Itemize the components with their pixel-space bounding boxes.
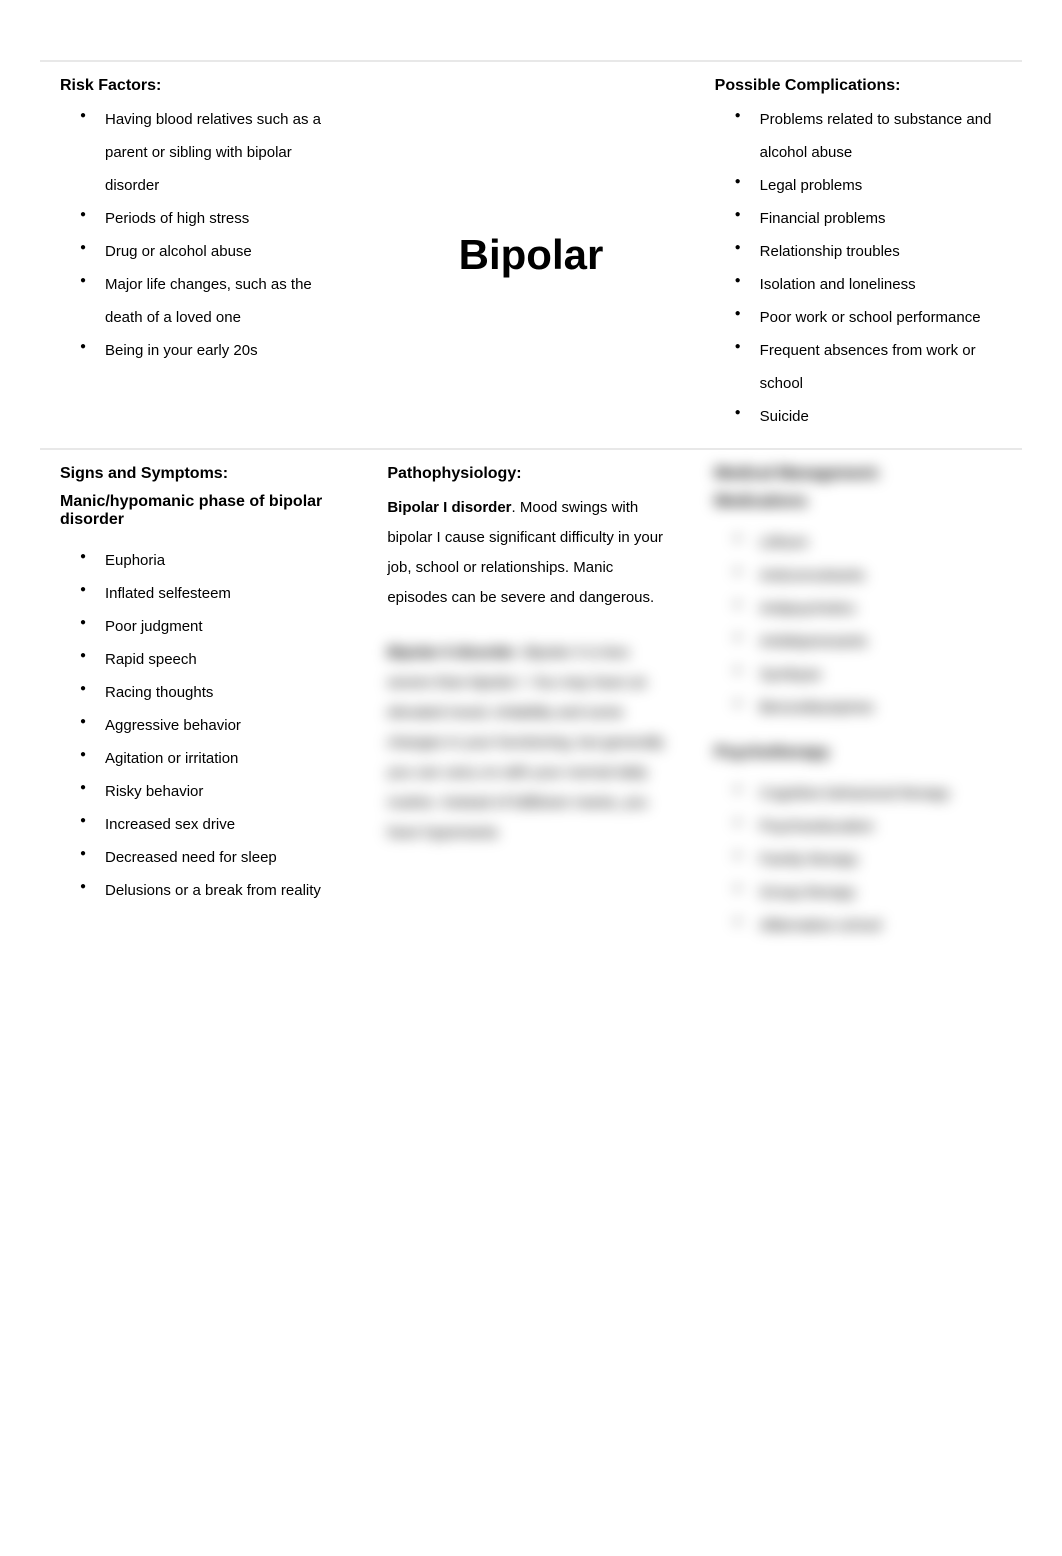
risk-factors-title: Risk Factors: bbox=[60, 77, 347, 95]
list-item: Legal problems bbox=[745, 169, 1002, 202]
list-item: Racing thoughts bbox=[90, 676, 347, 709]
complications-list: Problems related to substance and alcoho… bbox=[715, 103, 1002, 433]
list-item: Agitation or irritation bbox=[90, 742, 347, 775]
list-item: Increased sex drive bbox=[90, 808, 347, 841]
list-item: Frequent absences from work or school bbox=[745, 334, 1002, 400]
main-title: Bipolar bbox=[459, 231, 604, 279]
list-item: Anticonvulsants bbox=[745, 559, 1002, 592]
signs-symptoms-subtitle: Manic/hypomanic phase of bipolar disorde… bbox=[60, 493, 347, 529]
patho-blurred-bold: Bipolar II disorder bbox=[387, 644, 515, 661]
list-item: Periods of high stress bbox=[90, 202, 347, 235]
list-item: Being in your early 20s bbox=[90, 334, 347, 367]
patho-bold-lead: Bipolar I disorder bbox=[387, 499, 511, 516]
patho-blurred-text: . Bipolar II is less severe than bipolar… bbox=[387, 644, 664, 841]
list-item: Group therapy bbox=[745, 876, 1002, 909]
signs-symptoms-title: Signs and Symptoms: bbox=[60, 465, 347, 483]
pathophysiology-blurred: Bipolar II disorder. Bipolar II is less … bbox=[387, 638, 674, 848]
list-item: Problems related to substance and alcoho… bbox=[745, 103, 1002, 169]
list-item: Family therapy bbox=[745, 843, 1002, 876]
list-item: Inflated selfesteem bbox=[90, 577, 347, 610]
list-item: Antidepressants bbox=[745, 625, 1002, 658]
list-item: Antipsychotics bbox=[745, 592, 1002, 625]
list-item: Allternative school bbox=[745, 909, 1002, 942]
list-item: Cognitive behavioral therapy bbox=[745, 777, 1002, 810]
management-list2: Cognitive behavioral therapy Psychoeduca… bbox=[715, 777, 1002, 942]
list-item: Suicide bbox=[745, 400, 1002, 433]
list-item: Decreased need for sleep bbox=[90, 841, 347, 874]
list-item: Rapid speech bbox=[90, 643, 347, 676]
list-item: Lithium bbox=[745, 526, 1002, 559]
management-cell: Medical Management: Medications Lithium … bbox=[695, 448, 1022, 957]
list-item: Psychoeducation bbox=[745, 810, 1002, 843]
pathophysiology-cell: Pathophysiology: Bipolar I disorder. Moo… bbox=[367, 448, 694, 957]
list-item: Poor work or school performance bbox=[745, 301, 1002, 334]
risk-factors-list: Having blood relatives such as a parent … bbox=[60, 103, 347, 367]
content-grid: Risk Factors: Having blood relatives suc… bbox=[40, 60, 1022, 957]
list-item: Isolation and loneliness bbox=[745, 268, 1002, 301]
list-item: Aggressive behavior bbox=[90, 709, 347, 742]
complications-title: Possible Complications: bbox=[715, 77, 1002, 95]
list-item: Benzodiazepines bbox=[745, 691, 1002, 724]
risk-factors-cell: Risk Factors: Having blood relatives suc… bbox=[40, 60, 367, 448]
complications-cell: Possible Complications: Problems related… bbox=[695, 60, 1022, 448]
list-item: Major life changes, such as the death of… bbox=[90, 268, 347, 334]
list-item: Symbyax bbox=[745, 658, 1002, 691]
pathophysiology-title: Pathophysiology: bbox=[387, 465, 674, 483]
list-item: Euphoria bbox=[90, 544, 347, 577]
pathophysiology-text: Bipolar I disorder. Mood swings with bip… bbox=[387, 493, 674, 613]
signs-symptoms-list: Euphoria Inflated selfesteem Poor judgme… bbox=[60, 544, 347, 907]
list-item: Financial problems bbox=[745, 202, 1002, 235]
management-subtitle: Medications bbox=[715, 493, 1002, 511]
list-item: Delusions or a break from reality bbox=[90, 874, 347, 907]
management-subtitle2: Psychotherapy bbox=[715, 744, 1002, 762]
title-cell: Bipolar bbox=[367, 60, 694, 448]
list-item: Having blood relatives such as a parent … bbox=[90, 103, 347, 202]
signs-symptoms-cell: Signs and Symptoms: Manic/hypomanic phas… bbox=[40, 448, 367, 957]
list-item: Relationship troubles bbox=[745, 235, 1002, 268]
list-item: Poor judgment bbox=[90, 610, 347, 643]
list-item: Drug or alcohol abuse bbox=[90, 235, 347, 268]
management-list: Lithium Anticonvulsants Antipsychotics A… bbox=[715, 526, 1002, 724]
management-title: Medical Management: bbox=[715, 465, 1002, 483]
list-item: Risky behavior bbox=[90, 775, 347, 808]
